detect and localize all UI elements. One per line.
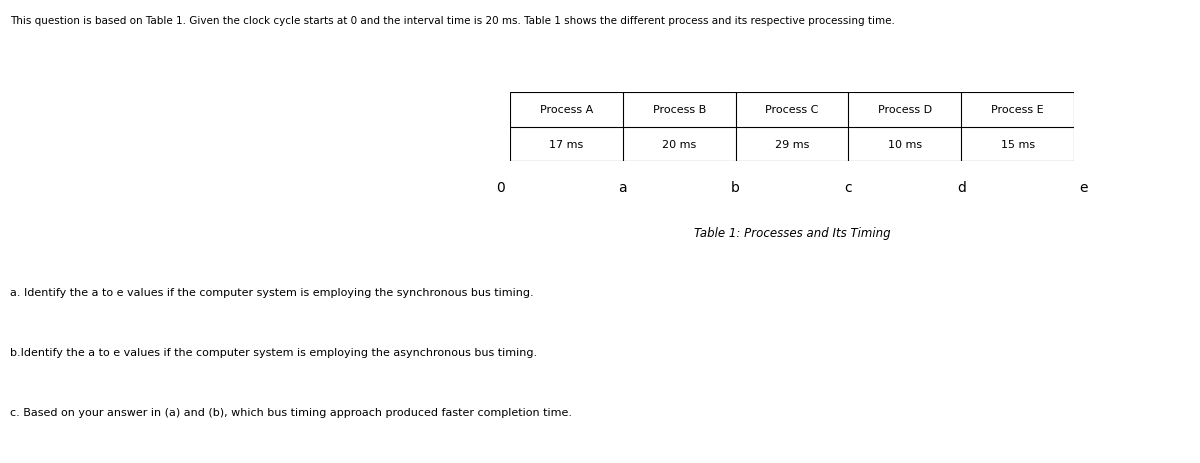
Text: 29 ms: 29 ms	[775, 140, 809, 150]
Text: 0: 0	[496, 181, 505, 194]
Text: 15 ms: 15 ms	[1001, 140, 1034, 150]
Text: d: d	[956, 181, 966, 194]
Text: Process E: Process E	[991, 105, 1044, 115]
Text: Process B: Process B	[653, 105, 706, 115]
Text: Table 1: Processes and Its Timing: Table 1: Processes and Its Timing	[694, 227, 890, 240]
Text: Process D: Process D	[877, 105, 932, 115]
Text: b.Identify the a to e values if the computer system is employing the asynchronou: b.Identify the a to e values if the comp…	[10, 347, 536, 357]
Text: c: c	[845, 181, 852, 194]
Text: c. Based on your answer in (a) and (b), which bus timing approach produced faste: c. Based on your answer in (a) and (b), …	[10, 407, 571, 418]
Text: b: b	[731, 181, 740, 194]
Text: 20 ms: 20 ms	[662, 140, 696, 150]
Text: a. Identify the a to e values if the computer system is employing the synchronou: a. Identify the a to e values if the com…	[10, 287, 533, 297]
Text: 10 ms: 10 ms	[888, 140, 922, 150]
Text: This question is based on Table 1. Given the clock cycle starts at 0 and the int: This question is based on Table 1. Given…	[10, 16, 894, 26]
Text: 17 ms: 17 ms	[550, 140, 583, 150]
Text: a: a	[618, 181, 628, 194]
Text: Process C: Process C	[766, 105, 818, 115]
Text: e: e	[1079, 181, 1088, 194]
Text: Process A: Process A	[540, 105, 593, 115]
